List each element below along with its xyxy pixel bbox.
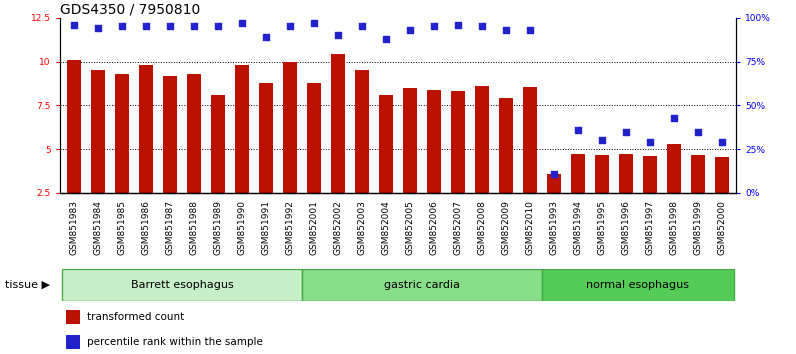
Text: tissue ▶: tissue ▶ — [5, 280, 50, 290]
Bar — [619, 154, 633, 193]
Text: GSM851995: GSM851995 — [598, 200, 607, 255]
Text: GSM852006: GSM852006 — [430, 200, 439, 255]
Text: GSM852004: GSM852004 — [381, 200, 391, 255]
Point — [451, 22, 464, 28]
Bar — [475, 86, 489, 193]
Text: GSM851985: GSM851985 — [118, 200, 127, 255]
Text: Barrett esophagus: Barrett esophagus — [131, 280, 233, 290]
Text: GDS4350 / 7950810: GDS4350 / 7950810 — [60, 2, 200, 17]
Bar — [68, 60, 80, 193]
Bar — [542, 269, 734, 301]
Bar — [62, 269, 302, 301]
Bar — [667, 144, 681, 193]
Point — [668, 115, 681, 120]
Point — [92, 25, 104, 31]
Bar — [92, 70, 105, 193]
Point — [115, 24, 128, 29]
Text: GSM851986: GSM851986 — [142, 200, 150, 255]
Bar — [66, 310, 80, 324]
Bar — [236, 65, 248, 193]
Point — [572, 127, 584, 133]
Bar — [139, 65, 153, 193]
Point — [283, 24, 296, 29]
Point — [188, 24, 201, 29]
Point — [404, 27, 416, 33]
Bar — [302, 269, 542, 301]
Point — [692, 129, 704, 135]
Point — [524, 27, 537, 33]
Bar — [572, 154, 584, 193]
Point — [475, 24, 488, 29]
Text: GSM851997: GSM851997 — [646, 200, 654, 255]
Point — [380, 36, 392, 41]
Text: GSM852005: GSM852005 — [405, 200, 415, 255]
Point — [140, 24, 153, 29]
Bar — [188, 74, 201, 193]
Bar — [548, 174, 560, 193]
Text: transformed count: transformed count — [87, 312, 184, 322]
Point — [68, 22, 80, 28]
Bar — [427, 90, 441, 193]
Bar — [523, 87, 537, 193]
Bar — [716, 157, 728, 193]
Text: percentile rank within the sample: percentile rank within the sample — [87, 337, 263, 347]
Text: GSM851987: GSM851987 — [166, 200, 174, 255]
Point — [164, 24, 177, 29]
Point — [427, 24, 440, 29]
Bar — [163, 75, 177, 193]
Text: GSM851984: GSM851984 — [94, 200, 103, 255]
Point — [212, 24, 224, 29]
Text: GSM851994: GSM851994 — [573, 200, 583, 255]
Bar — [643, 156, 657, 193]
Text: GSM852001: GSM852001 — [310, 200, 318, 255]
Bar — [331, 55, 345, 193]
Point — [643, 139, 656, 145]
Point — [356, 24, 369, 29]
Text: GSM852009: GSM852009 — [501, 200, 510, 255]
Text: GSM852002: GSM852002 — [334, 200, 342, 255]
Bar — [404, 88, 416, 193]
Text: GSM852008: GSM852008 — [478, 200, 486, 255]
Text: GSM851998: GSM851998 — [669, 200, 678, 255]
Text: GSM852007: GSM852007 — [454, 200, 462, 255]
Bar — [595, 155, 608, 193]
Bar — [499, 98, 513, 193]
Text: GSM851993: GSM851993 — [549, 200, 559, 255]
Bar — [691, 155, 704, 193]
Point — [236, 20, 248, 26]
Text: GSM851992: GSM851992 — [286, 200, 295, 255]
Text: GSM851989: GSM851989 — [213, 200, 223, 255]
Text: GSM851991: GSM851991 — [262, 200, 271, 255]
Bar — [355, 70, 369, 193]
Text: GSM851996: GSM851996 — [622, 200, 630, 255]
Point — [332, 32, 345, 38]
Bar — [115, 74, 129, 193]
Text: GSM851999: GSM851999 — [693, 200, 702, 255]
Bar — [212, 95, 224, 193]
Text: GSM852010: GSM852010 — [525, 200, 534, 255]
Point — [716, 139, 728, 145]
Bar — [307, 82, 321, 193]
Bar — [380, 95, 392, 193]
Point — [500, 27, 513, 33]
Point — [595, 137, 608, 143]
Point — [259, 34, 272, 40]
Bar — [451, 91, 465, 193]
Point — [308, 20, 321, 26]
Point — [548, 171, 560, 177]
Text: GSM851988: GSM851988 — [189, 200, 198, 255]
Text: normal esophagus: normal esophagus — [587, 280, 689, 290]
Bar — [66, 335, 80, 349]
Bar — [259, 82, 273, 193]
Text: GSM851990: GSM851990 — [237, 200, 247, 255]
Text: GSM851983: GSM851983 — [69, 200, 79, 255]
Text: GSM852003: GSM852003 — [357, 200, 366, 255]
Bar — [283, 62, 297, 193]
Text: GSM852000: GSM852000 — [717, 200, 727, 255]
Text: gastric cardia: gastric cardia — [384, 280, 460, 290]
Point — [619, 129, 632, 135]
